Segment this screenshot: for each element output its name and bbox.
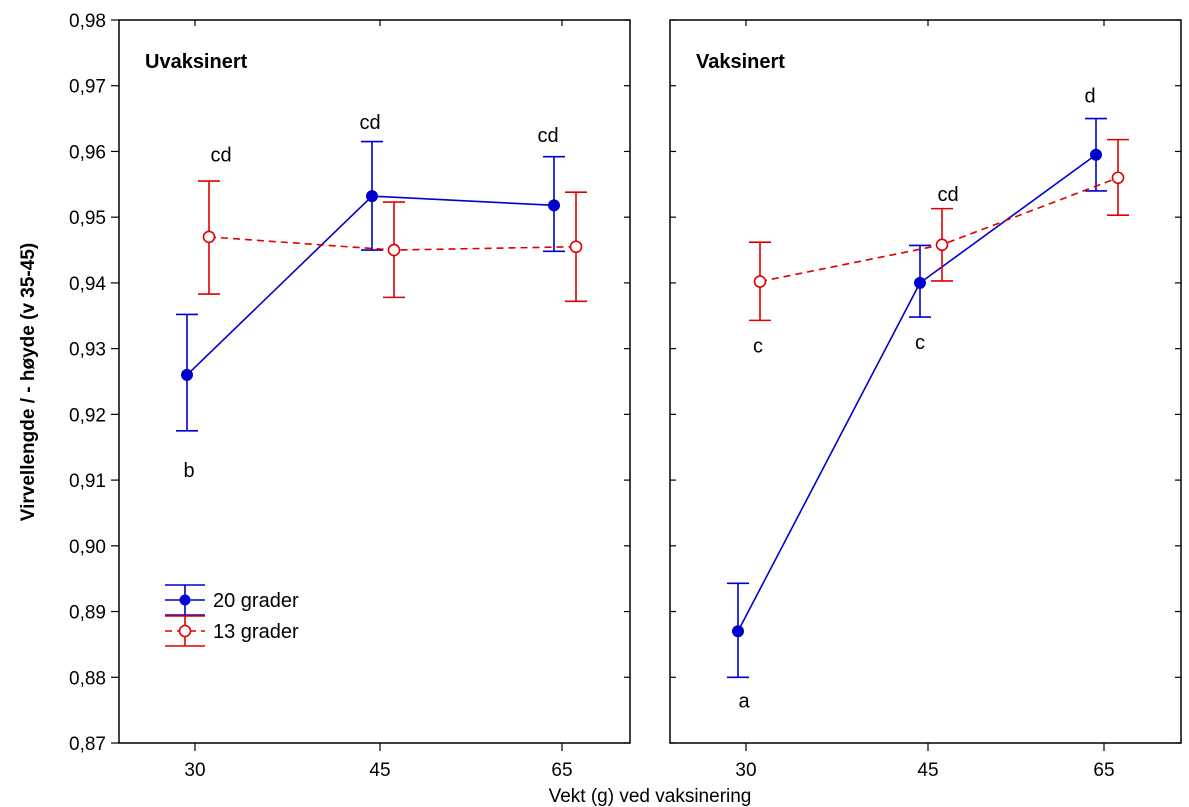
data-point	[569, 240, 583, 254]
series-line-20-grader	[186, 195, 555, 376]
data-point	[548, 199, 560, 212]
data-point	[181, 368, 193, 381]
x-tick-label: 65	[551, 760, 572, 781]
data-point	[1090, 148, 1102, 161]
panel-2: 30 45 65 Vaksinert a c c cd d	[669, 19, 1182, 781]
panel-title: Uvaksinert	[145, 51, 248, 73]
x-tick-label: 45	[917, 760, 938, 781]
data-point	[914, 276, 926, 289]
y-tick-label: 0,89	[69, 603, 106, 624]
x-tick-label: 65	[1093, 760, 1114, 781]
y-tick-label: 0,87	[69, 734, 106, 755]
x-axis-title: Vekt (g) ved vaksinering	[549, 786, 752, 807]
data-point	[1111, 171, 1125, 185]
data-point	[387, 243, 401, 257]
legend-marker	[178, 624, 192, 638]
panel-frame	[669, 19, 1182, 744]
significance-label: cd	[210, 145, 231, 167]
y-tick-label: 0,95	[69, 208, 106, 229]
series-line-20-grader	[737, 154, 1097, 632]
x-tick-label: 30	[184, 760, 205, 781]
data-point	[753, 275, 767, 288]
y-tick-label: 0,94	[69, 274, 106, 295]
legend-label: 13 grader	[213, 621, 299, 643]
significance-label: cd	[359, 112, 380, 134]
y-tick-label: 0,96	[69, 142, 106, 163]
y-tick-label: 0,97	[69, 77, 106, 98]
significance-label: c	[753, 335, 763, 357]
data-point	[366, 190, 378, 203]
y-tick-label: 0,98	[69, 11, 106, 32]
legend-label: 20 grader	[213, 590, 299, 612]
data-point	[935, 238, 949, 252]
panel-1: 0,87 0,88 0,89 0,90 0,91 0,92 0,93 0,94 0,95 0,96…	[69, 11, 631, 781]
legend: 20 grader 13 grader	[165, 584, 299, 647]
y-tick-label: 0,90	[69, 537, 106, 558]
panel-title: Vaksinert	[696, 51, 785, 73]
x-tick-label: 30	[735, 760, 756, 781]
significance-label: b	[183, 460, 194, 482]
significance-label: c	[915, 332, 925, 354]
significance-label: cd	[537, 125, 558, 147]
y-tick-label: 0,88	[69, 668, 106, 689]
significance-label: a	[738, 690, 750, 712]
x-tick-label: 45	[369, 760, 390, 781]
legend-marker	[179, 594, 191, 606]
data-point	[732, 625, 744, 638]
y-tick-label: 0,92	[69, 405, 106, 426]
panel-frame	[118, 19, 631, 744]
significance-label: cd	[937, 184, 958, 206]
data-point	[202, 230, 216, 244]
y-tick-label: 0,93	[69, 340, 106, 361]
significance-label: d	[1084, 86, 1095, 108]
y-axis-title: Virvellengde / - høyde (v 35-45)	[18, 243, 39, 521]
y-tick-label: 0,91	[69, 471, 106, 492]
